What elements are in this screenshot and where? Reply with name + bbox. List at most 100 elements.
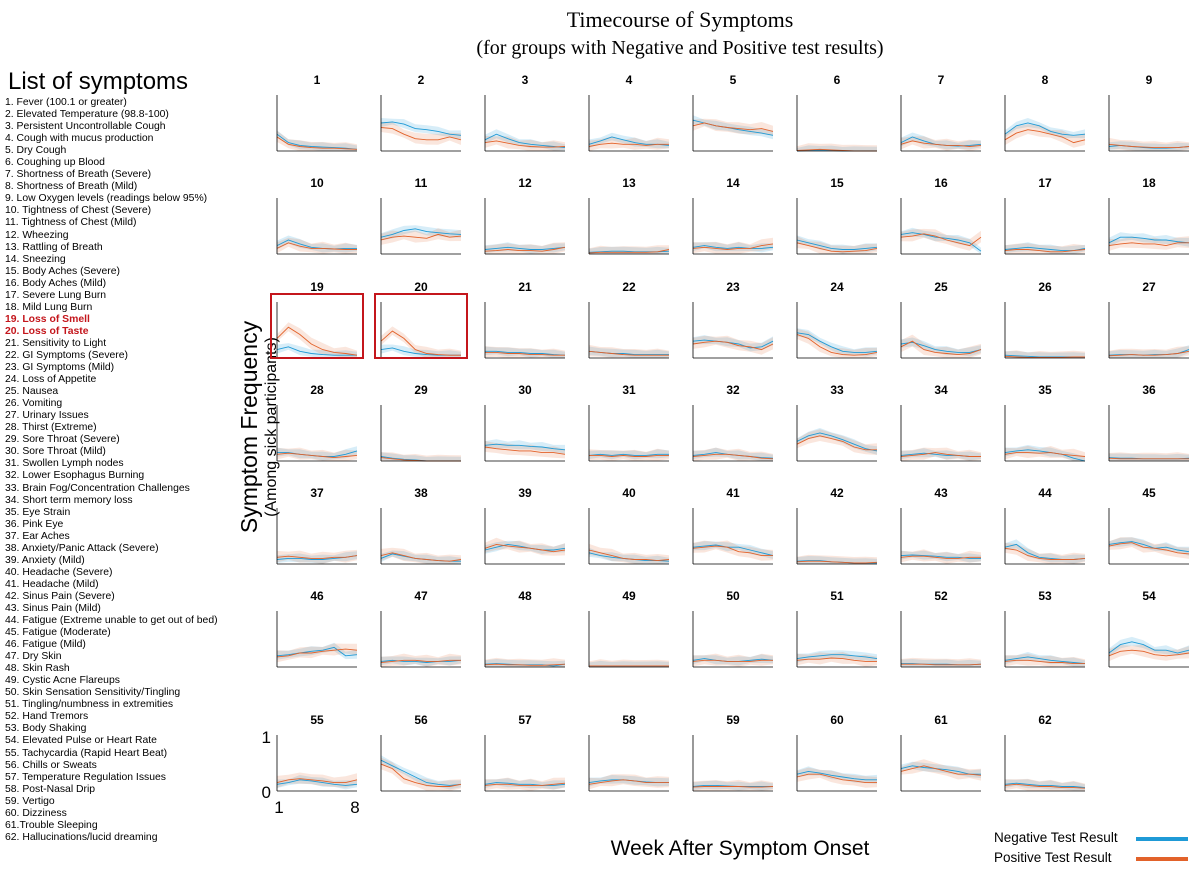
symptom-item: 18. Mild Lung Burn (5, 301, 93, 313)
panel-37: 37 (276, 486, 358, 565)
positive-series-line (588, 779, 669, 785)
panel-title: 40 (622, 486, 636, 500)
negative-series-line (380, 121, 462, 136)
negative-series-line (900, 554, 981, 559)
symptom-item: 51. Tingling/numbness in extremities (5, 699, 174, 711)
panel-title: 23 (726, 280, 740, 294)
negative-series-line (796, 332, 878, 353)
panel-title: 54 (1142, 589, 1156, 603)
symptom-item: 47. Dry Skin (5, 651, 62, 663)
panel-24: 24 (796, 280, 878, 359)
panel-title: 43 (934, 486, 948, 500)
panel-title: 56 (414, 713, 428, 727)
symptom-item: 61.Trouble Sleeping (5, 819, 98, 831)
symptom-item: 4. Cough with mucus production (5, 133, 154, 145)
negative-series-line (796, 239, 878, 250)
positive-ci-band (277, 643, 357, 663)
negative-series-line (484, 443, 566, 451)
negative-ci-band (901, 132, 981, 150)
positive-ci-band (381, 326, 461, 358)
positive-series-line (484, 782, 566, 786)
negative-series-line (900, 765, 981, 775)
positive-ci-band (1109, 452, 1189, 461)
symptom-item: 12. Wheezing (5, 229, 69, 241)
positive-ci-band (693, 779, 773, 791)
symptom-item: 15. Body Aches (Severe) (5, 265, 120, 277)
chart-subtitle: (for groups with Negative and Positive t… (476, 37, 884, 59)
panel-title: 44 (1038, 486, 1052, 500)
negative-series-line (484, 543, 566, 551)
panel-title: 32 (726, 383, 740, 397)
positive-series-line (796, 435, 877, 451)
symptom-item: 21. Sensitivity to Light (5, 337, 107, 349)
negative-ci-band (797, 328, 877, 357)
panel-title: 38 (414, 486, 428, 500)
positive-series-line (1004, 452, 1086, 457)
positive-ci-band (797, 429, 877, 455)
positive-series-line (484, 246, 566, 252)
panel-39: 39 (484, 486, 566, 565)
symptom-item: 43. Sinus Pain (Mild) (5, 602, 101, 614)
panel-34: 34 (900, 383, 981, 462)
panel-title: 34 (934, 383, 948, 397)
symptom-item: 32. Lower Esophagus Burning (5, 470, 145, 482)
positive-series-line (276, 136, 358, 150)
negative-series-line (1108, 641, 1190, 654)
positive-series-line (1108, 143, 1190, 149)
negative-series-line (276, 646, 358, 657)
positive-ci-band (901, 136, 981, 151)
y-tick-label: 1 (262, 728, 271, 747)
negative-series-line (380, 759, 462, 786)
panel-10: 10 (276, 176, 357, 255)
positive-series-line (589, 454, 669, 457)
panel-title: 60 (830, 713, 844, 727)
positive-series-line (900, 140, 982, 147)
panel-31: 31 (588, 383, 669, 462)
positive-series-line (276, 778, 358, 784)
positive-series-line (1108, 649, 1190, 657)
negative-ci-band (693, 780, 773, 791)
panel-36: 36 (1108, 383, 1190, 462)
positive-series-line (1108, 457, 1189, 460)
panel-6: 6 (796, 73, 877, 152)
panel-title: 12 (518, 176, 532, 190)
negative-ci-band (797, 556, 877, 564)
panel-title: 3 (522, 73, 529, 87)
positive-ci-band (381, 228, 461, 245)
symptom-item: 29. Sore Throat (Severe) (5, 434, 120, 446)
panel-title: 24 (830, 280, 844, 294)
symptom-item: 3. Persistent Uncontrollable Cough (5, 121, 166, 133)
positive-ci-band (277, 237, 357, 254)
panel-20: 20 (374, 280, 468, 359)
panel-title: 46 (310, 589, 324, 603)
negative-ci-band (1109, 141, 1189, 151)
symptom-item: 1. Fever (100.1 or greater) (5, 97, 127, 108)
panel-13: 13 (588, 176, 670, 255)
positive-ci-band (901, 228, 981, 251)
positive-ci-band (901, 447, 981, 461)
panel-title: 39 (518, 486, 532, 500)
positive-series-line (485, 351, 565, 356)
panel-49: 49 (588, 589, 669, 668)
panel-9: 9 (1108, 73, 1190, 152)
panel-title: 19 (310, 280, 324, 294)
positive-series-line (1004, 659, 1085, 665)
symptom-item: 27. Urinary Issues (5, 410, 89, 422)
negative-series-line (276, 346, 357, 356)
panel-51: 51 (796, 589, 878, 668)
positive-series-line (692, 545, 773, 557)
symptom-item: 53. Body Shaking (5, 723, 87, 735)
panel-title: 27 (1142, 280, 1156, 294)
positive-series-line (1004, 249, 1086, 253)
symptom-item: 30. Sore Throat (Mild) (5, 446, 106, 458)
panel-title: 20 (414, 280, 428, 294)
symptom-item: 41. Headache (Mild) (5, 578, 99, 590)
positive-series-line (1004, 129, 1086, 144)
panel-title: 35 (1038, 383, 1052, 397)
panel-50: 50 (692, 589, 774, 668)
negative-series-line (276, 779, 358, 786)
positive-series-line (588, 249, 670, 254)
positive-ci-band (381, 757, 461, 791)
symptom-item: 39. Anxiety (Mild) (5, 554, 85, 566)
